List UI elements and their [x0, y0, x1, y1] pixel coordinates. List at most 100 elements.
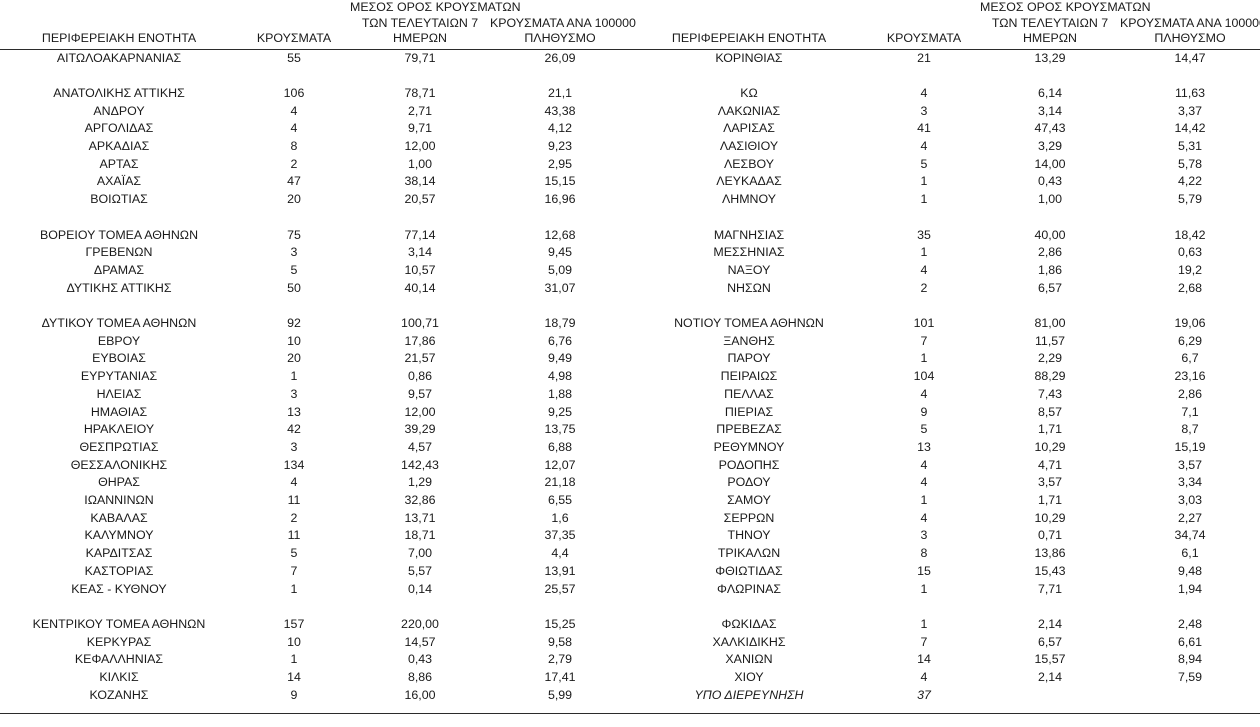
spacer-cell: [1120, 209, 1260, 227]
table-spacer-row: [630, 209, 1260, 227]
cell-avg-7day: 0,86: [407, 369, 433, 384]
cell-regional-unit: ΚΟΖΑΝΗΣ: [89, 687, 149, 702]
cell-avg-7day: 2,71: [407, 103, 433, 118]
header-line: ΗΜΕΡΩΝ: [392, 31, 447, 45]
header-line: ΠΛΗΘΥΣΜΟ: [524, 31, 596, 45]
cell-rate-per-100000: 15,15: [544, 174, 576, 189]
spacer-cell: [868, 297, 980, 315]
table-row: ΧΑΛΚΙΔΙΚΗΣ 7 6,57 6,61: [630, 634, 1260, 652]
cell-rate-per-100000: 18,42: [1174, 227, 1206, 242]
cell-avg-7day: 3,14: [1037, 103, 1063, 118]
left-table-header: ΠΕΡΙΦΕΡΕΙΑΚΗ ΕΝΟΤΗΤΑ ΚΡΟΥΣΜΑΤΑ ΜΕΣΟΣ ΟΡΟ…: [0, 0, 636, 50]
cell-avg-7day: [980, 687, 1120, 705]
cell-rate-per-100000: 8,7: [1181, 422, 1199, 437]
cell-rate-per-100000: 15,25: [544, 617, 576, 631]
table-row: ΗΜΑΘΙΑΣ 13 12,00 9,25: [0, 404, 630, 422]
cell-cases: 1: [920, 493, 928, 508]
table-row: ΓΡΕΒΕΝΩΝ 3 3,14 9,45: [0, 244, 630, 262]
cell-cases: 9: [920, 404, 928, 419]
right-table-header: ΠΕΡΙΦΕΡΕΙΑΚΗ ΕΝΟΤΗΤΑ ΚΡΟΥΣΜΑΤΑ ΜΕΣΟΣ ΟΡΟ…: [630, 0, 1260, 50]
cell-avg-7day: 13,29: [1034, 50, 1066, 65]
cell-avg-7day: 1,29: [407, 475, 433, 490]
cell-cases: 1: [920, 581, 928, 596]
cell-rate-per-100000: 6,7: [1181, 351, 1199, 366]
spacer-cell: [238, 297, 350, 315]
cell-regional-unit: ΘΕΣΣΑΛΟΝΙΚΗΣ: [70, 457, 168, 472]
cell-rate-per-100000: 2,68: [1177, 280, 1203, 295]
cell-avg-7day: 38,14: [404, 174, 436, 189]
cell-rate-per-100000: 9,45: [547, 245, 573, 260]
column-header-cases-per-100000: ΚΡΟΥΣΜΑΤΑ ΑΝΑ 100000 ΠΛΗΘΥΣΜΟ: [1120, 0, 1260, 50]
cell-avg-7day: 1,71: [1037, 493, 1063, 508]
cell-rate-per-100000: 6,61: [1177, 634, 1203, 649]
table-row: ΧΑΝΙΩΝ 14 15,57 8,94: [630, 651, 1260, 669]
cell-avg-7day: 16,00: [404, 687, 436, 702]
table-row: ΡΟΔΟΠΗΣ 4 4,71 3,57: [630, 457, 1260, 475]
table-row: ΦΛΩΡΙΝΑΣ 1 7,71 1,94: [630, 581, 1260, 599]
cell-cases: 134: [283, 457, 305, 472]
cell-cases: 20: [287, 351, 301, 366]
table-row: ΠΑΡΟΥ 1 2,29 6,7: [630, 350, 1260, 368]
cell-rate-per-100000: 14,42: [1174, 121, 1206, 136]
table-row: ΦΘΙΩΤΙΔΑΣ 15 15,43 9,48: [630, 563, 1260, 581]
header-line: ΠΛΗΘΥΣΜΟ: [1154, 31, 1226, 45]
cell-cases: 5: [290, 546, 298, 561]
cell-regional-unit: ΑΡΓΟΛΙΔΑΣ: [84, 121, 154, 136]
cell-avg-7day: 15,57: [1034, 652, 1066, 667]
cell-regional-unit: ΒΟΡΕΙΟΥ ΤΟΜΕΑ ΑΘΗΝΩΝ: [39, 227, 199, 242]
cell-avg-7day: 13,86: [1034, 546, 1066, 561]
cell-avg-7day: 10,29: [1034, 439, 1066, 454]
cell-avg-7day: 11,57: [1034, 333, 1066, 348]
spacer-cell: [490, 209, 630, 227]
table-row: ΦΩΚΙΔΑΣ 1 2,14 2,48: [630, 616, 1260, 634]
right-cases-table: ΠΕΡΙΦΕΡΕΙΑΚΗ ΕΝΟΤΗΤΑ ΚΡΟΥΣΜΑΤΑ ΜΕΣΟΣ ΟΡΟ…: [630, 0, 1260, 705]
cell-regional-unit: ΞΑΝΘΗΣ: [723, 333, 775, 348]
table-row: ΗΛΕΙΑΣ 3 9,57 1,88: [0, 386, 630, 404]
cell-regional-unit: ΕΥΡΥΤΑΝΙΑΣ: [80, 369, 158, 384]
cell-regional-unit: ΠΡΕΒΕΖΑΣ: [716, 422, 782, 437]
cell-cases: 3: [290, 245, 298, 260]
cell-cases: 41: [917, 121, 931, 136]
spacer-cell: [0, 297, 238, 315]
cell-rate-per-100000: 31,07: [544, 280, 576, 295]
spacer-cell: [490, 67, 630, 85]
cell-rate-per-100000: 5,99: [547, 687, 573, 702]
table-row: ΜΕΣΣΗΝΙΑΣ 1 2,86 0,63: [630, 244, 1260, 262]
cell-avg-7day: 4,71: [1037, 457, 1063, 472]
cell-avg-7day: 47,43: [1034, 121, 1066, 136]
cell-rate-per-100000: 4,4: [551, 546, 569, 561]
cell-avg-7day: 10,29: [1034, 510, 1066, 525]
cell-cases: 1: [920, 192, 928, 207]
column-header-regional-unit: ΠΕΡΙΦΕΡΕΙΑΚΗ ΕΝΟΤΗΤΑ: [630, 0, 868, 50]
cell-avg-7day: 39,29: [404, 422, 436, 437]
cell-rate-per-100000: 9,48: [1177, 563, 1203, 578]
cell-rate-per-100000: 21,1: [547, 85, 573, 100]
cell-cases: 4: [920, 475, 928, 490]
cell-rate-per-100000: 8,94: [1177, 652, 1203, 667]
table-row: ΛΕΣΒΟΥ 5 14,00 5,78: [630, 156, 1260, 174]
spacer-cell: [350, 209, 490, 227]
cell-rate-per-100000: 16,96: [544, 192, 576, 207]
table-row: ΚΑΛΥΜΝΟΥ 11 18,71 37,35: [0, 527, 630, 545]
spacer-cell: [490, 297, 630, 315]
spacer-cell: [350, 598, 490, 616]
cell-regional-unit: ΝΟΤΙΟΥ ΤΟΜΕΑ ΑΘΗΝΩΝ: [674, 316, 824, 331]
table-row: ΙΩΑΝΝΙΝΩΝ 11 32,86 6,55: [0, 492, 630, 510]
cell-regional-unit: ΕΒΡΟΥ: [97, 333, 141, 348]
cell-rate-per-100000: 5,79: [1177, 192, 1203, 207]
cell-avg-7day: 17,86: [404, 333, 436, 348]
cell-regional-unit: ΧΙΟΥ: [734, 670, 764, 685]
table-row: ΛΑΡΙΣΑΣ 41 47,43 14,42: [630, 120, 1260, 138]
cell-rate-per-100000: 1,6: [551, 510, 569, 525]
cell-regional-unit: ΦΛΩΡΙΝΑΣ: [716, 581, 781, 596]
cell-rate-per-100000: 3,57: [1177, 457, 1203, 472]
cell-avg-7day: 0,43: [407, 652, 433, 667]
table-row: ΥΠΟ ΔΙΕΡΕΥΝΗΣΗ 37: [630, 687, 1260, 705]
cell-regional-unit: ΚΩ: [740, 85, 758, 100]
cell-rate-per-100000: 6,55: [547, 493, 573, 508]
spacer-cell: [868, 598, 980, 616]
cell-regional-unit: ΝΑΞΟΥ: [727, 262, 771, 277]
table-row: ΛΑΚΩΝΙΑΣ 3 3,14 3,37: [630, 103, 1260, 121]
cell-cases: 4: [290, 121, 298, 136]
cell-rate-per-100000: 1,88: [547, 386, 573, 401]
